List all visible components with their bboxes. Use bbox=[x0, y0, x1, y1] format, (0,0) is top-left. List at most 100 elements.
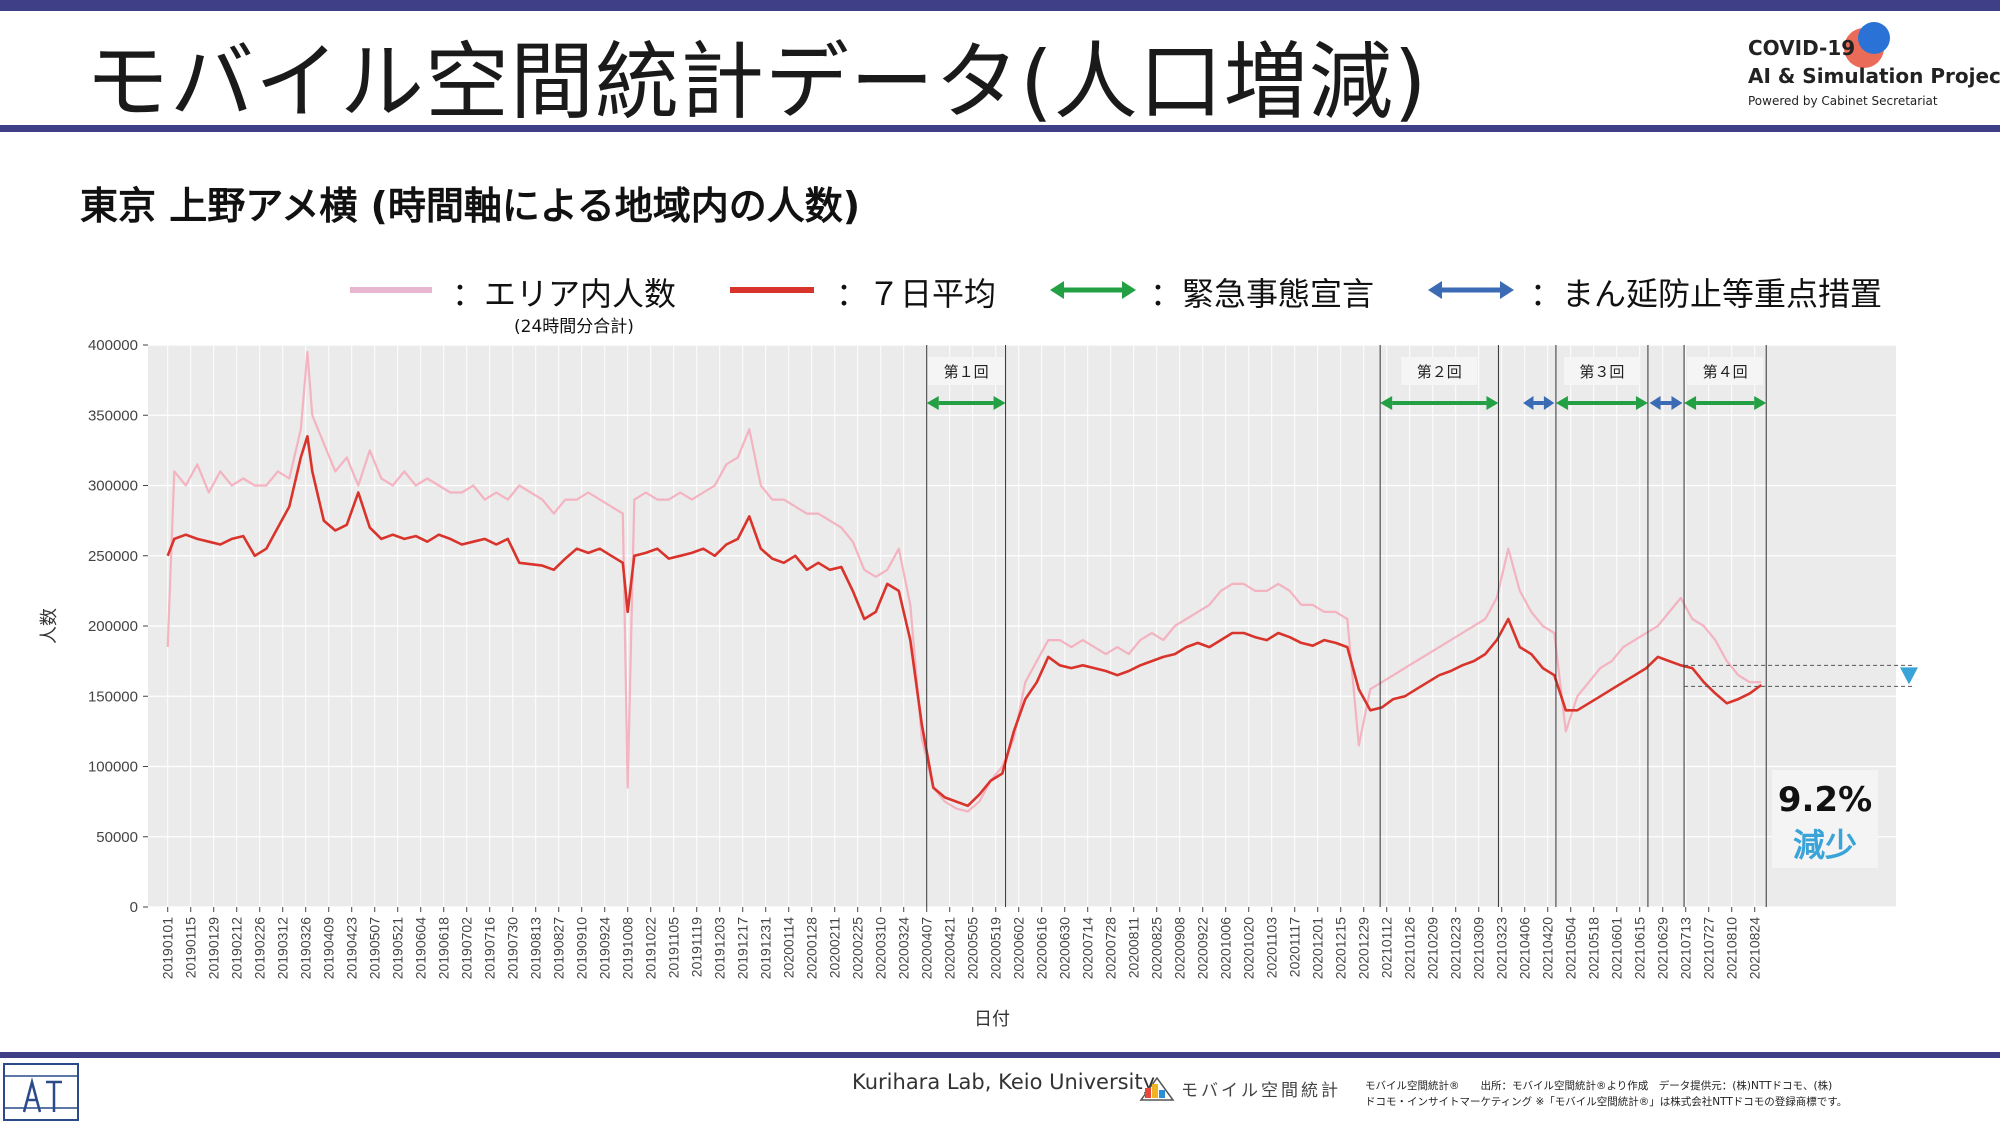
x-tick-label: 20210223 bbox=[1448, 917, 1464, 980]
x-tick-label: 20190702 bbox=[459, 917, 475, 980]
x-tick-label: 20201006 bbox=[1218, 917, 1234, 980]
x-tick-label: 20210209 bbox=[1425, 917, 1441, 980]
y-tick-label: 300000 bbox=[88, 478, 138, 495]
footer: Kurihara Lab, Keio University モバイル空間統計 モ… bbox=[0, 1060, 2000, 1125]
period-arrow-head-right bbox=[1754, 396, 1767, 410]
legend-avg-label: ：７日平均 bbox=[836, 275, 997, 313]
x-tick-label: 20200407 bbox=[919, 917, 935, 980]
x-tick-label: 20190423 bbox=[344, 917, 360, 980]
period-label: 第４回 bbox=[1703, 363, 1748, 381]
x-tick-label: 20190226 bbox=[252, 917, 268, 980]
x-tick-label: 20191231 bbox=[758, 917, 774, 980]
x-tick-label: 20201201 bbox=[1310, 917, 1326, 980]
x-tick-label: 20191217 bbox=[735, 917, 751, 980]
period-arrow-head-right bbox=[993, 396, 1006, 410]
series-line-daily-count bbox=[166, 350, 1762, 813]
credit-line-1: モバイル空間統計® 出所：モバイル空間統計®より作成 データ提供元：(株)NTT… bbox=[1365, 1080, 1833, 1092]
x-tick-label: 20190326 bbox=[298, 917, 314, 980]
decrease-percent: 9.2% bbox=[1777, 780, 1873, 820]
x-tick-label: 20200728 bbox=[1103, 917, 1119, 980]
x-tick-label: 20210601 bbox=[1609, 917, 1625, 980]
x-tick-label: 20190409 bbox=[321, 917, 337, 980]
mobile-stats-logo-icon bbox=[1139, 1076, 1175, 1101]
x-tick-label: 20210810 bbox=[1724, 917, 1740, 980]
y-tick-label: 100000 bbox=[88, 759, 138, 776]
credit-line-2: ドコモ・インサイトマーケティング ※「モバイル空間統計®」は株式会社NTTドコモ… bbox=[1365, 1096, 1848, 1108]
period-arrow-head-left bbox=[1649, 396, 1661, 410]
period-arrow-head-left bbox=[1555, 396, 1568, 410]
period-label-box bbox=[1687, 357, 1764, 385]
x-tick-label: 20200114 bbox=[781, 917, 797, 978]
x-tick-label: 20200825 bbox=[1149, 917, 1165, 980]
x-tick-label: 20190924 bbox=[597, 917, 613, 980]
x-tick-label: 20200616 bbox=[1034, 917, 1050, 980]
emergency-period-arrow bbox=[1555, 396, 1648, 410]
x-tick-label: 20201229 bbox=[1356, 917, 1372, 980]
legend-semi-arrow-icon bbox=[1428, 281, 1514, 299]
x-tick-label: 20210518 bbox=[1586, 917, 1602, 980]
footer-divider bbox=[0, 1052, 2000, 1058]
x-tick-label: 20200922 bbox=[1195, 917, 1211, 980]
x-tick-label: 20191105 bbox=[666, 917, 682, 978]
x-tick-label: 20200225 bbox=[850, 917, 866, 980]
x-tick-label: 20191119 bbox=[689, 917, 705, 977]
x-tick-label: 20200602 bbox=[1011, 917, 1027, 980]
x-tick-label: 20190730 bbox=[505, 917, 521, 980]
x-tick-label: 20191022 bbox=[643, 917, 659, 980]
population-chart: 0 50000 100000 150000 200000 250000 300000 3500… bbox=[39, 337, 1918, 1029]
x-tick-label: 20200505 bbox=[965, 917, 981, 980]
x-tick-label: 20200128 bbox=[804, 917, 820, 980]
lab-credit: Kurihara Lab, Keio University bbox=[852, 1070, 1156, 1094]
x-tick-label: 20190618 bbox=[436, 917, 452, 980]
y-tick-label: 400000 bbox=[88, 337, 138, 354]
x-tick-label: 20190521 bbox=[390, 917, 406, 980]
y-tick-label: 150000 bbox=[88, 688, 138, 705]
x-tick-label: 20190827 bbox=[551, 917, 567, 980]
period-arrow-head-left bbox=[1684, 396, 1697, 410]
x-tick-label: 20210615 bbox=[1632, 917, 1648, 980]
data-source-credit: モバイル空間統計® 出所：モバイル空間統計®より作成 データ提供元：(株)NTT… bbox=[1365, 1078, 1847, 1110]
x-tick-label: 20210309 bbox=[1471, 917, 1487, 980]
x-tick-label: 20190716 bbox=[482, 917, 498, 980]
y-tick-label: 350000 bbox=[88, 407, 138, 424]
period-label: 第２回 bbox=[1417, 363, 1462, 381]
x-tick-label: 20210112 bbox=[1379, 917, 1395, 978]
x-axis-label: 日付 bbox=[974, 1009, 1010, 1029]
period-arrow-head-right bbox=[1486, 396, 1499, 410]
period-label-box bbox=[1401, 357, 1478, 385]
period-label-box bbox=[928, 357, 1005, 385]
semi-emergency-period-arrow bbox=[1649, 396, 1683, 410]
x-tick-label: 20210420 bbox=[1540, 917, 1556, 980]
period-arrow-head-right bbox=[1543, 396, 1555, 410]
x-tick-label: 20201103 bbox=[1264, 917, 1280, 978]
page-title: モバイル空間統計データ(人口増減) bbox=[85, 33, 1428, 131]
y-tick-label: 250000 bbox=[88, 548, 138, 565]
period-arrow-head-right bbox=[1671, 396, 1683, 410]
logo-line3: Powered by Cabinet Secretariat bbox=[1748, 94, 1938, 108]
y-tick-label: 200000 bbox=[88, 618, 138, 635]
legend-emergency-label: ：緊急事態宣言 bbox=[1150, 275, 1375, 313]
x-tick-label: 20200421 bbox=[942, 917, 958, 980]
x-tick-label: 20210504 bbox=[1563, 917, 1579, 980]
legend-daily-swatch bbox=[350, 287, 432, 293]
legend-emergency-arrow-icon bbox=[1050, 281, 1136, 299]
title-divider bbox=[0, 125, 2000, 132]
mobile-stats-logo: モバイル空間統計 bbox=[1135, 1074, 1338, 1104]
y-axis-label: 人数 bbox=[39, 608, 59, 644]
logo-line2: AI & Simulation Project bbox=[1748, 64, 2000, 88]
x-tick-label: 20200630 bbox=[1057, 917, 1073, 980]
x-tick-label: 20190604 bbox=[413, 917, 429, 980]
project-logo: COVID-19 AI & Simulation Project Powered… bbox=[1748, 22, 2000, 117]
period-arrow-head-left bbox=[1523, 396, 1534, 410]
period-arrow-head-right bbox=[1635, 396, 1648, 410]
x-tick-label: 20210406 bbox=[1517, 917, 1533, 980]
x-tick-label: 20210126 bbox=[1402, 917, 1418, 980]
series-line-seven-day-average bbox=[166, 435, 1763, 808]
y-tick-label: 50000 bbox=[96, 829, 138, 846]
keio-logo-icon bbox=[3, 1063, 79, 1121]
emergency-period-arrow bbox=[1380, 396, 1499, 410]
x-tick-label: 20210323 bbox=[1494, 917, 1510, 980]
x-tick-label: 20190507 bbox=[367, 917, 383, 980]
x-tick-label: 20191008 bbox=[620, 917, 636, 980]
chart-subtitle: 東京 上野アメ横 (時間軸による地域内の人数) bbox=[80, 184, 861, 228]
